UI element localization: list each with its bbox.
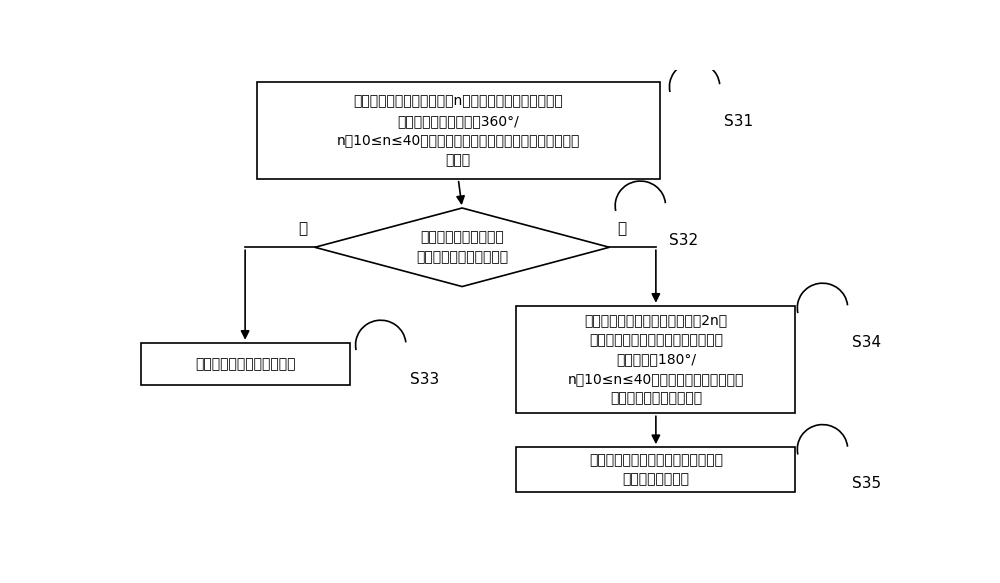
Text: 是: 是: [298, 221, 307, 236]
Text: S33: S33: [410, 372, 439, 387]
FancyBboxPatch shape: [140, 343, 350, 385]
FancyBboxPatch shape: [257, 82, 660, 179]
Text: 以第二中心点为起点，重新构建2n条
检测射线，其中，相邻两条检测射线
间的夹角为180°/
n，10≤n≤40，第一中心点和第二中心
点的连线与检测射线垂直: 以第二中心点为起点，重新构建2n条 检测射线，其中，相邻两条检测射线 间的夹角为…: [568, 314, 744, 406]
Text: 否: 否: [617, 221, 626, 236]
FancyBboxPatch shape: [516, 447, 795, 492]
Text: S35: S35: [852, 476, 881, 491]
Text: S34: S34: [852, 335, 881, 350]
Text: S31: S31: [724, 114, 753, 129]
FancyBboxPatch shape: [516, 305, 795, 413]
Text: 判断各检测射线是否均
与牙弓模型的外壁面相交: 判断各检测射线是否均 与牙弓模型的外壁面相交: [416, 230, 508, 264]
Text: 以第二中心点为起点，构建n条检测射线，其中，相邻两
条检测射线间的夹角为360°/
n，10≤n≤40，第一中心点和第二中心点的连线与检测射
线垂直: 以第二中心点为起点，构建n条检测射线，其中，相邻两 条检测射线间的夹角为360°…: [337, 94, 580, 167]
Text: 将与牙弓模型的外壁面相交的检测射
线设置为第一射线: 将与牙弓模型的外壁面相交的检测射 线设置为第一射线: [589, 453, 723, 486]
Text: S32: S32: [669, 233, 699, 248]
Polygon shape: [315, 208, 609, 287]
Text: 将检测射线设置为第一射线: 将检测射线设置为第一射线: [195, 357, 295, 371]
